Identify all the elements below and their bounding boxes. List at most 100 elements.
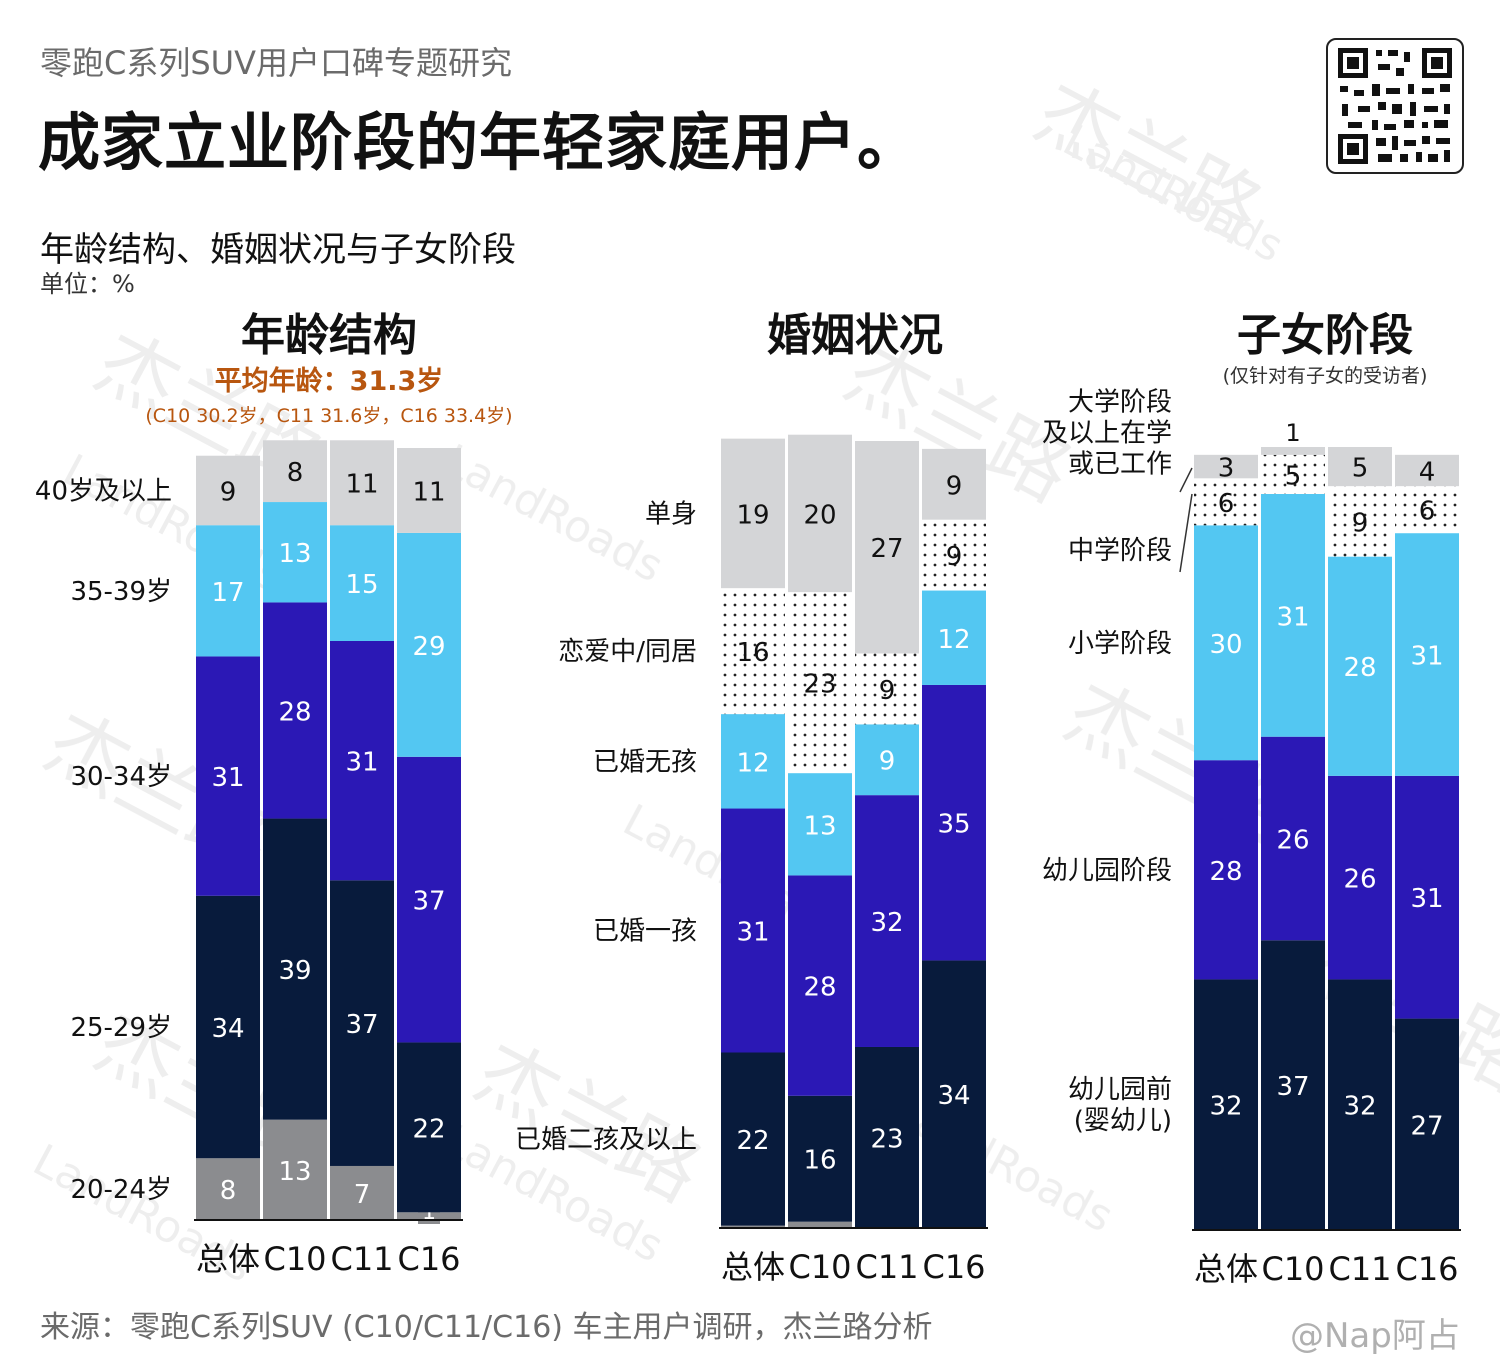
- data-label: 7: [354, 1180, 371, 1210]
- bar-segment: [196, 455, 260, 526]
- bar-segment: [330, 525, 394, 641]
- legend-label: 40岁及以上: [35, 476, 172, 506]
- bar-segment: [1261, 736, 1325, 941]
- bar-segment: [397, 532, 461, 757]
- data-label: 32: [1209, 1092, 1242, 1122]
- chart-title-marital: 婚姻状况: [767, 310, 943, 361]
- legend-label: 幼儿园前(婴幼儿): [1068, 1075, 1172, 1136]
- data-label: 3: [1218, 454, 1235, 484]
- bar-segment: [855, 441, 919, 654]
- bar-segment: [397, 1042, 461, 1213]
- bar-segment: [721, 438, 785, 589]
- chart-note-children: (仅针对有子女的受访者): [1223, 365, 1428, 387]
- data-label: 15: [345, 570, 378, 600]
- x-tick-label: 总体: [196, 1240, 260, 1278]
- data-label: 5: [1352, 454, 1369, 484]
- bar-segment: [721, 588, 785, 715]
- bar-segment: [1194, 478, 1258, 526]
- data-label: 11: [412, 477, 445, 507]
- bar-segment: [263, 818, 327, 1120]
- qr-code-icon[interactable]: [1326, 38, 1464, 174]
- bar-segment: [196, 525, 260, 657]
- bar-segment: [1261, 940, 1325, 1230]
- bar-segment: [855, 1046, 919, 1228]
- data-label: 31: [345, 748, 378, 778]
- data-label: 27: [870, 534, 903, 564]
- data-label: 13: [278, 539, 311, 569]
- bar-segment: [788, 1221, 852, 1228]
- legend-label: 已婚一孩: [593, 917, 697, 947]
- bar-segment: [1328, 556, 1392, 776]
- data-label: 39: [278, 956, 311, 986]
- bar-segment: [263, 1119, 327, 1220]
- data-label: 6: [1419, 497, 1436, 527]
- credit-watermark: @Nap阿占: [1290, 1316, 1460, 1356]
- x-tick-label: C11: [1328, 1250, 1391, 1288]
- chart-note2-age: (C10 30.2岁，C11 31.6岁，C16 33.4岁): [145, 405, 512, 427]
- bar-segment: [1395, 454, 1459, 487]
- x-tick-label: C16: [1395, 1250, 1458, 1288]
- data-label: 11: [345, 470, 378, 500]
- section-title: 年龄结构、婚姻状况与子女阶段: [40, 230, 516, 270]
- x-tick-label: 总体: [1194, 1250, 1258, 1288]
- bar-segment: [788, 434, 852, 593]
- bar-segment: [1395, 1018, 1459, 1230]
- data-label: 30: [1209, 630, 1242, 660]
- data-label: 9: [946, 542, 963, 572]
- data-label: 17: [211, 578, 244, 608]
- x-tick-label: C11: [330, 1240, 393, 1278]
- data-label: 16: [736, 638, 769, 668]
- legend-label: 单身: [645, 499, 697, 529]
- data-label: 9: [879, 747, 896, 777]
- legend-label: 35-39岁: [70, 577, 172, 607]
- bar-segment: [263, 502, 327, 603]
- x-tick-label: 总体: [721, 1248, 785, 1286]
- data-label: 22: [412, 1114, 445, 1144]
- data-label: 12: [937, 625, 970, 655]
- bar-segment: [196, 895, 260, 1159]
- legend-label: 中学阶段: [1068, 536, 1172, 566]
- data-label: 1: [1285, 419, 1300, 447]
- data-label: 23: [803, 670, 836, 700]
- data-label: 37: [412, 887, 445, 917]
- data-label: 8: [220, 1176, 237, 1206]
- bar-segment: [1395, 775, 1459, 1019]
- x-tick-label: C16: [922, 1248, 985, 1286]
- bar-segment: [1194, 525, 1258, 761]
- bar-segment: [1395, 486, 1459, 534]
- bar-segment: [922, 448, 986, 520]
- bar-segment: [922, 590, 986, 685]
- data-label: 9: [946, 471, 963, 501]
- legend-label: 幼儿园阶段: [1042, 856, 1172, 886]
- data-label: 28: [1343, 653, 1376, 683]
- bar-segment: [922, 519, 986, 591]
- x-tick-label: C11: [855, 1248, 918, 1286]
- data-label: 4: [1419, 457, 1436, 487]
- data-label: 9: [220, 477, 237, 507]
- chart-note-age: 平均年龄：31.3岁: [215, 365, 444, 397]
- data-label: 31: [211, 763, 244, 793]
- leader-lines: [1179, 467, 1193, 573]
- watermark-en: LandRoads: [435, 435, 671, 593]
- bar-segment: [922, 960, 986, 1228]
- bar-segment: [855, 724, 919, 796]
- bar-segment: [788, 875, 852, 1096]
- bar-segment: [330, 880, 394, 1166]
- source-note: 来源：零跑C系列SUV (C10/C11/C16) 车主用户调研，杰兰路分析: [40, 1310, 933, 1345]
- bar-segment: [1261, 447, 1325, 455]
- data-label: 16: [803, 1146, 836, 1176]
- data-label: 34: [937, 1081, 970, 1111]
- data-label: 12: [736, 748, 769, 778]
- data-label: 6: [1218, 489, 1235, 519]
- bar-segment: [397, 756, 461, 1043]
- data-label: 31: [736, 918, 769, 948]
- bar-segment: [1261, 454, 1325, 494]
- bar-segment: [1194, 760, 1258, 980]
- x-tick-label: C10: [1261, 1250, 1324, 1288]
- page-title: 成家立业阶段的年轻家庭用户。: [38, 106, 921, 179]
- legend-label: 恋爱中/同居: [558, 637, 697, 667]
- data-label: 34: [211, 1014, 244, 1044]
- bar-segment: [788, 592, 852, 774]
- report-subtitle: 零跑C系列SUV用户口碑专题研究: [40, 44, 512, 82]
- data-label: 23: [870, 1124, 903, 1154]
